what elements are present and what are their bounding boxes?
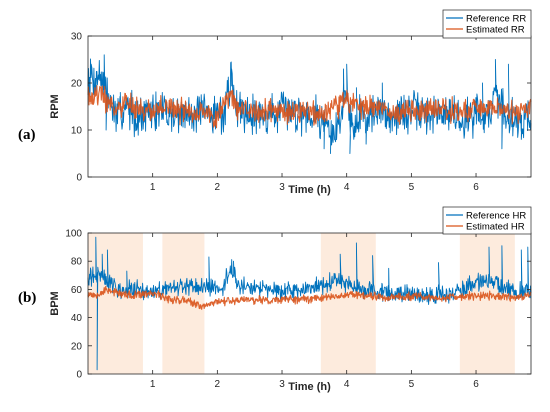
panel-a-legend: Reference RR Estimated RR (442, 9, 532, 39)
x-tick-label: 4 (344, 379, 350, 390)
panel-a-x-axis-label: Time (h) (288, 184, 331, 196)
y-tick-label: 0 (76, 370, 82, 381)
series-line-estimated-hr (87, 285, 532, 310)
panel-b-label: (b) (18, 290, 36, 306)
x-tick-label: 3 (279, 182, 285, 193)
panel-a-plot-area (87, 54, 532, 154)
panel-b-x-axis-label: Time (h) (288, 381, 331, 393)
y-tick-label: 20 (71, 341, 83, 352)
y-tick-label: 40 (71, 313, 83, 324)
y-tick-label: 20 (71, 79, 83, 90)
x-tick-label: 5 (409, 379, 415, 390)
series-line-estimated-rr (87, 85, 532, 129)
x-tick-label: 4 (344, 182, 350, 193)
y-tick-label: 80 (71, 257, 83, 268)
x-tick-label: 2 (215, 379, 221, 390)
legend-label-estimated-rr: Estimated RR (466, 24, 525, 35)
panel-b-legend-box (442, 206, 532, 235)
y-tick-label: 0 (76, 173, 82, 184)
panel-a-axes: 1 2 3 4 5 6 0 10 20 30 (71, 32, 532, 193)
x-tick-label: 6 (473, 182, 479, 193)
x-tick-label: 6 (473, 379, 479, 390)
panel-a-legend-box (442, 9, 532, 39)
y-tick-label: 30 (71, 32, 83, 43)
panel-b-legend: Reference HR Estimated HR (442, 206, 532, 235)
panel-a-label: (a) (18, 127, 36, 143)
axes-frame (87, 232, 532, 375)
shaded-interval-4 (459, 233, 515, 374)
x-tick-label: 5 (409, 182, 415, 193)
x-tick-label: 1 (150, 379, 156, 390)
x-tick-label: 1 (150, 182, 156, 193)
panel-a-y-axis-label: RPM (49, 94, 61, 118)
panel-b-plot-area (87, 236, 532, 371)
legend-label-estimated-hr: Estimated HR (466, 221, 525, 232)
panel-a-rr-chart: 1 2 3 4 5 6 0 10 20 30 RPM Time (h) (a) Reference… (18, 9, 532, 196)
panel-b-shaded-intervals (88, 233, 515, 374)
y-tick-label: 100 (65, 229, 82, 240)
y-tick-label: 10 (71, 126, 83, 137)
y-tick-label: 60 (71, 285, 83, 296)
legend-label-reference-rr: Reference RR (466, 13, 526, 24)
axes-frame (87, 35, 532, 178)
panel-b-y-axis-label: BPM (49, 291, 61, 315)
legend-label-reference-hr: Reference HR (466, 210, 526, 221)
shaded-interval-3 (320, 233, 376, 374)
x-tick-label: 2 (215, 182, 221, 193)
x-tick-label: 3 (279, 379, 285, 390)
